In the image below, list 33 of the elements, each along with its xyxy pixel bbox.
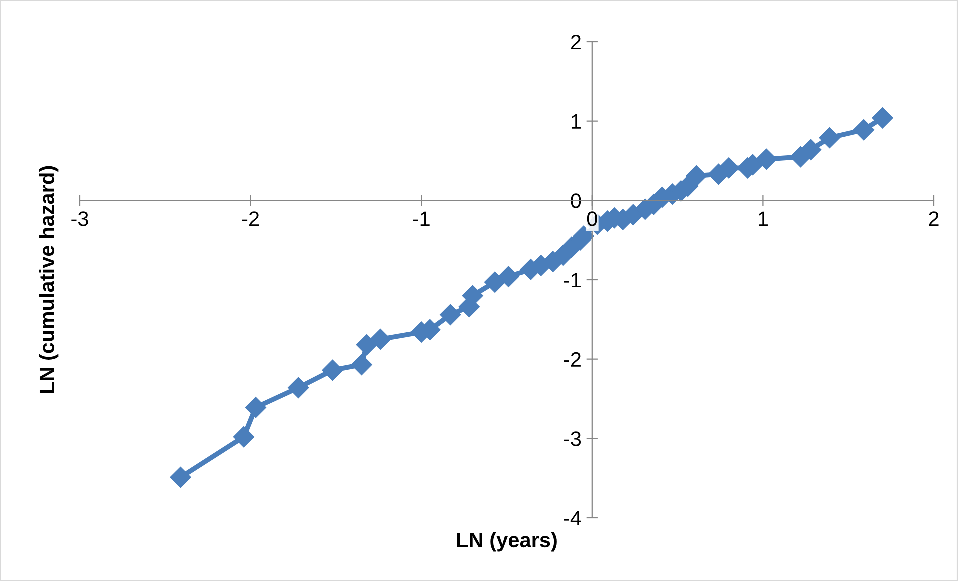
point [351,354,372,376]
point [245,397,266,418]
point [872,108,894,129]
x-axis-title: LN (years) [457,532,557,552]
x-tick-label: -1 [413,212,430,226]
point [440,304,462,326]
point [233,426,254,448]
point [356,334,378,356]
x-tick-label: 0 [587,212,598,226]
point [718,158,740,179]
y-tick-label: 2 [571,35,581,50]
y-tick-label: -4 [564,511,582,526]
y-tick-label: -1 [564,273,581,288]
x-tick-label: 1 [758,212,768,226]
x-tick-label: -2 [242,212,260,226]
point [686,166,708,187]
y-tick-label: 0 [571,194,582,208]
y-tick-label: 1 [572,114,581,129]
point [498,266,520,288]
y-tick-label: -2 [564,352,581,367]
x-tick-label: -3 [72,212,88,226]
point [170,467,192,488]
point [800,139,822,160]
point [370,328,392,350]
point [756,148,778,170]
point [288,377,310,398]
point [484,272,506,293]
y-tick-label: -3 [564,432,582,446]
point [322,360,344,381]
point [819,127,840,149]
y-axis-title: LN (cumulative hazard) [39,166,59,394]
point [853,120,874,141]
x-tick-label: 2 [929,212,939,226]
